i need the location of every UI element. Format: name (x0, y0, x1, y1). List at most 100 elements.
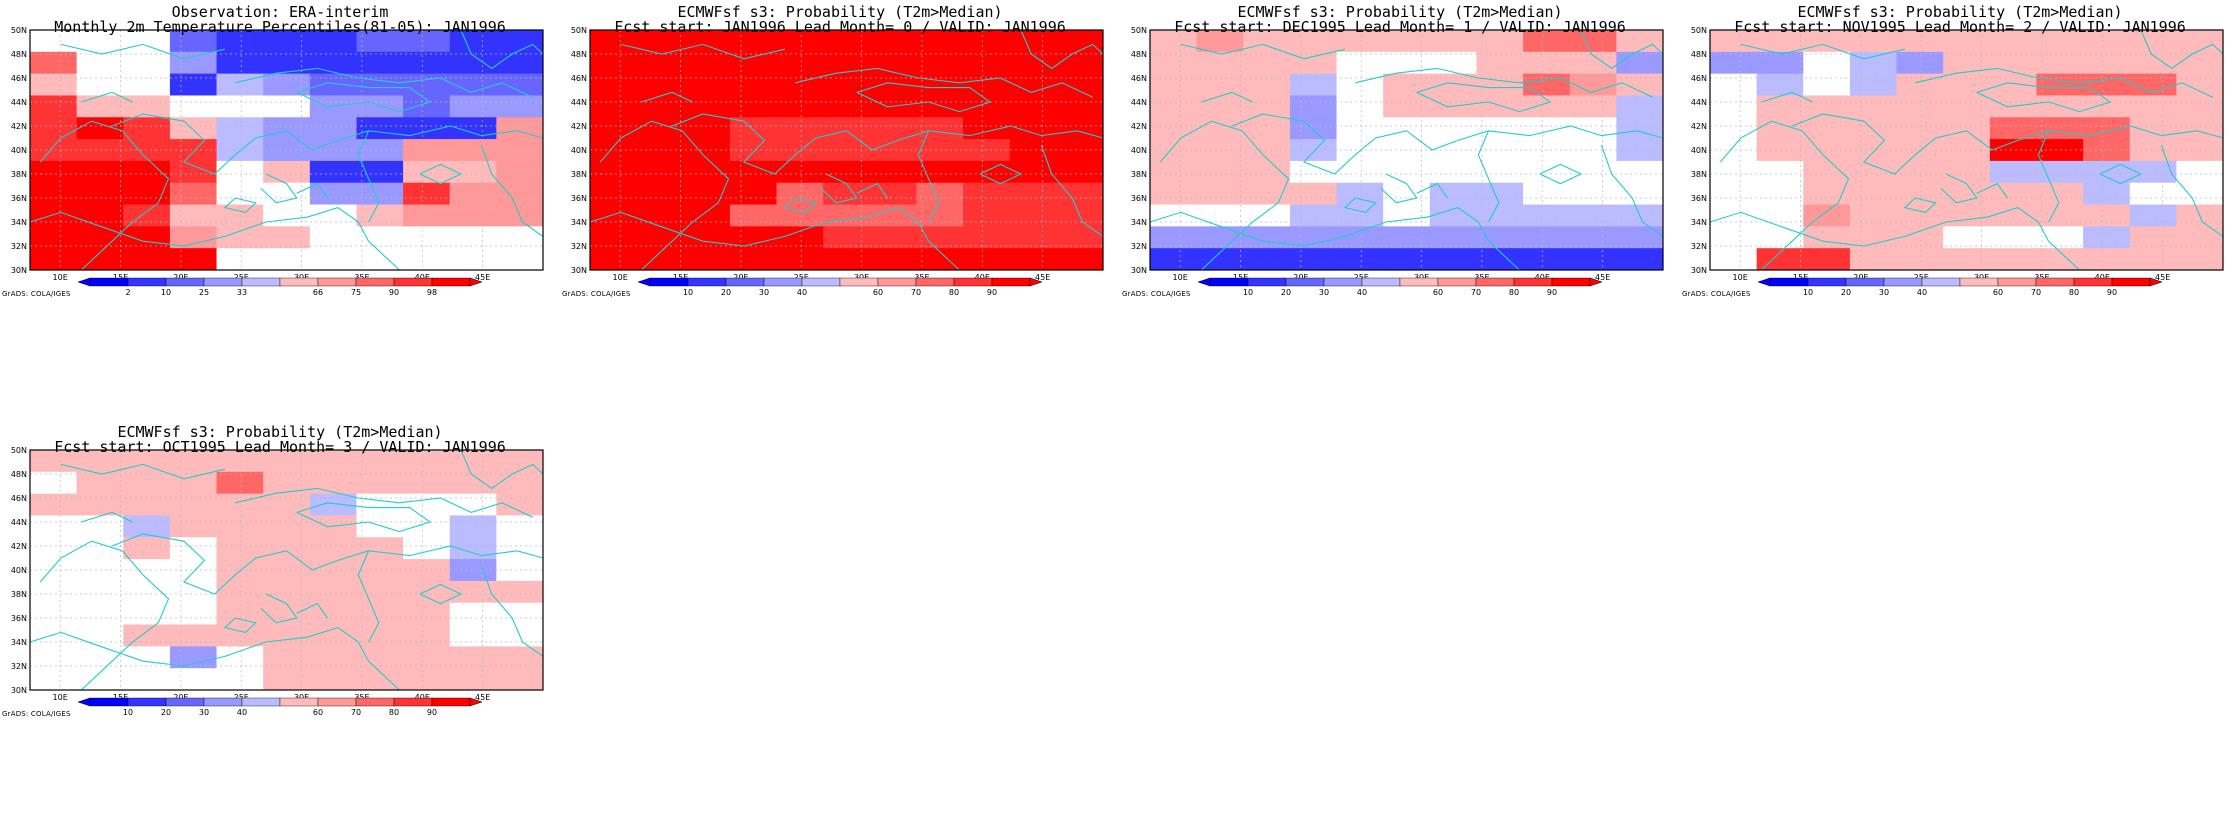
coastline (783, 197, 817, 214)
grid-cell (1849, 95, 1898, 118)
grid-cell (1476, 73, 1524, 96)
plot-frame (29, 449, 544, 691)
grid-cell (1150, 95, 1198, 118)
lon-tick-label: 40E (415, 693, 430, 702)
grid-cell (683, 226, 731, 249)
grid-cell (1943, 51, 1991, 75)
grid-cell (1150, 30, 1198, 53)
grid-cell (916, 204, 964, 227)
grid-cell (496, 537, 544, 560)
colorbar-segment (1323, 277, 1363, 287)
grid-cell (403, 182, 451, 206)
grid-cell (30, 30, 78, 53)
lon-tick-label: 15E (113, 273, 128, 282)
grid-cell (2083, 95, 2131, 118)
grid-cell (1616, 95, 1664, 118)
coastline (460, 29, 544, 70)
grid-cell (1989, 248, 2037, 271)
grid-cell (1523, 30, 1571, 53)
grid-cell (76, 160, 124, 184)
colorbar-segment (649, 277, 689, 287)
coastline (1149, 206, 1520, 271)
lat-tick-label: 50N (571, 26, 587, 35)
lon-tick-label: 30E (854, 273, 869, 282)
lat-tick-label: 38N (1691, 170, 1707, 179)
grid-cell (309, 646, 357, 669)
lat-tick-label: 42N (571, 122, 587, 131)
grid-cell (2176, 30, 2224, 53)
grid-cell (1056, 30, 1104, 53)
grid-cell (216, 668, 264, 691)
grid-cell (1896, 248, 1944, 271)
grid-cell (169, 624, 218, 647)
grid-cell (1943, 117, 1991, 140)
grid-cell (1476, 30, 1524, 53)
grid-cell (449, 646, 497, 669)
grid-cell (496, 450, 544, 473)
grid-cell (449, 51, 497, 75)
grid-cell (729, 248, 778, 271)
coastline (460, 449, 544, 490)
colorbar-arrow-left (77, 697, 91, 707)
grid-cell (1756, 73, 1804, 96)
grid-cell (1009, 204, 1057, 227)
lon-tick-label: 10E (613, 273, 628, 282)
grid-cell (123, 73, 171, 96)
grid-cell (449, 493, 497, 516)
grid-cell (216, 160, 264, 184)
lon-tick-label: 45E (475, 693, 490, 702)
grid-cell (869, 73, 917, 96)
grid-cell (729, 226, 778, 249)
grid-cell (356, 537, 404, 560)
coastline (480, 145, 544, 237)
grid-cell (169, 95, 218, 118)
grid-cell (869, 117, 917, 140)
grid-cell (403, 160, 451, 184)
colorbar-arrow-right (2149, 277, 2163, 287)
grid-cell (496, 646, 544, 669)
grid-cell (1943, 204, 1991, 227)
grid-cell (216, 51, 264, 75)
lon-tick-label: 20E (173, 693, 188, 702)
grid-cell (1756, 117, 1804, 140)
grid-cell (1196, 73, 1244, 96)
coastline (29, 626, 400, 691)
colorbar-segment (915, 277, 955, 287)
grid-cell (1803, 73, 1851, 96)
coastline (1416, 182, 1448, 199)
colorbar-segment (431, 697, 471, 707)
lat-tick-label: 40N (1131, 146, 1147, 155)
grid-cell (1616, 51, 1664, 75)
lat-tick-label: 46N (11, 494, 27, 503)
grid-cell (123, 515, 171, 538)
grid-cell (1056, 226, 1104, 249)
grid-cell (356, 515, 404, 538)
grid-cell (1989, 204, 2037, 227)
grid-cell (403, 471, 451, 495)
grid-cell (683, 73, 731, 96)
grid-cell (169, 537, 218, 560)
colorbar-segment (1769, 277, 1809, 287)
grid-cell (169, 117, 218, 140)
grid-cell (30, 73, 78, 96)
grid-cell (1056, 248, 1104, 271)
grid-cell (963, 95, 1011, 118)
grid-cell (1569, 117, 1617, 140)
grid-cell (1803, 248, 1851, 271)
coastline (81, 91, 133, 103)
coastline (1976, 82, 2112, 113)
colorbar-segment (1361, 277, 1401, 287)
grid-cell (30, 646, 78, 669)
grid-cell (1383, 204, 1431, 227)
credit-text: GrADS: COLA/IGES (1122, 290, 1191, 298)
grid-cell (496, 139, 544, 162)
grid-cell (1009, 226, 1057, 249)
grid-cell (1849, 160, 1898, 184)
grid-cell (309, 248, 357, 271)
grid-cell (356, 226, 404, 249)
grid-cell (776, 30, 824, 53)
coastline (1903, 197, 1937, 214)
grid-cell (123, 493, 171, 516)
grid-cell (263, 646, 311, 669)
coastline (1940, 173, 1978, 204)
